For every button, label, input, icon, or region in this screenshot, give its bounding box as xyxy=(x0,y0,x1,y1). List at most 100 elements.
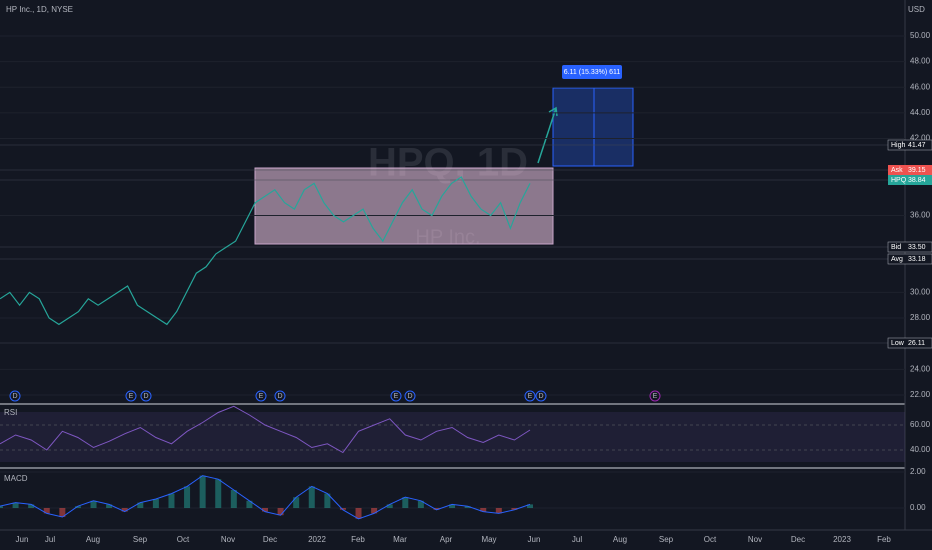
badge-bg xyxy=(887,253,932,265)
badge-bg xyxy=(887,139,932,151)
price-tick-label: 24.00 xyxy=(910,364,931,373)
event-icon xyxy=(255,390,267,402)
measure-badge xyxy=(562,65,622,79)
time-tick-label: Mar xyxy=(393,535,407,544)
badge-label: Bid xyxy=(891,244,901,251)
price-tick-label: 42.00 xyxy=(910,134,931,143)
event-label: D xyxy=(538,393,543,400)
macd-bar xyxy=(324,493,331,508)
event-label: E xyxy=(129,393,134,400)
badge-value: 39.15 xyxy=(908,167,926,174)
time-tick-label: 2022 xyxy=(308,535,326,544)
event-label: E xyxy=(394,393,399,400)
macd-bar xyxy=(184,486,191,508)
time-tick-label: Sep xyxy=(133,535,148,544)
macd-bar xyxy=(90,500,97,508)
rsi-line xyxy=(0,405,531,454)
event-icon xyxy=(140,390,152,402)
event-icon xyxy=(274,390,286,402)
badge-bg xyxy=(887,337,932,349)
event-label: E xyxy=(528,393,533,400)
macd-bar xyxy=(0,506,3,508)
event-label: D xyxy=(277,393,282,400)
event-label: D xyxy=(407,393,412,400)
badge-bg xyxy=(888,165,932,175)
time-tick-label: Oct xyxy=(177,535,190,544)
badge-label: Ask xyxy=(891,167,903,174)
price-tick-label: 22.00 xyxy=(910,390,931,399)
rsi-tick-label: 60.00 xyxy=(910,420,931,429)
macd-bar xyxy=(199,475,206,508)
time-tick-label: Aug xyxy=(613,535,627,544)
macd-bar xyxy=(355,508,362,519)
macd-bar xyxy=(12,502,19,508)
measure-label: 6.11 (15.33%) 611 xyxy=(564,69,621,76)
macd-bar xyxy=(43,508,50,514)
time-tick-label: 2023 xyxy=(833,535,851,544)
macd-tick-label: 0.00 xyxy=(910,503,926,512)
time-tick-label: Jul xyxy=(572,535,582,544)
event-label: D xyxy=(143,393,148,400)
event-icon xyxy=(535,390,547,402)
macd-bar xyxy=(293,497,300,508)
time-tick-label: Dec xyxy=(263,535,277,544)
time-tick-label: Oct xyxy=(704,535,717,544)
range-box xyxy=(254,167,554,245)
badge-label: Avg xyxy=(891,256,903,263)
event-label: E xyxy=(653,393,658,400)
price-tick-label: 44.00 xyxy=(910,108,931,117)
time-tick-label: Nov xyxy=(221,535,235,544)
badge-bg xyxy=(888,175,932,185)
macd-bar xyxy=(495,508,502,514)
macd-bar xyxy=(371,508,378,514)
badge-label: HPQ xyxy=(891,177,907,184)
badge-label: Low xyxy=(891,340,905,347)
macd-bar xyxy=(74,506,81,508)
badge-value: 38.84 xyxy=(908,177,926,184)
macd-bar xyxy=(277,508,284,516)
macd-bar xyxy=(59,508,66,517)
event-label: E xyxy=(259,393,264,400)
macd-bar xyxy=(121,508,128,512)
price-tick-label: 48.00 xyxy=(910,57,931,66)
badge-label: High xyxy=(891,142,906,149)
price-tick-label: 36.00 xyxy=(910,211,931,220)
time-tick-label: Jun xyxy=(16,535,29,544)
macd-bar xyxy=(511,508,518,510)
event-icon xyxy=(9,390,21,402)
macd-bar xyxy=(464,506,471,508)
rsi-label: RSI xyxy=(4,408,17,417)
macd-bar xyxy=(106,504,113,508)
event-icon xyxy=(125,390,137,402)
macd-label: MACD xyxy=(4,474,28,483)
macd-bar xyxy=(215,479,222,508)
badge-value: 41.47 xyxy=(908,142,926,149)
price-line xyxy=(0,176,531,326)
time-tick-label: Jun xyxy=(528,535,541,544)
measure-box xyxy=(552,87,634,167)
time-tick-label: Sep xyxy=(659,535,674,544)
macd-bar xyxy=(386,504,393,508)
time-tick-label: Apr xyxy=(440,535,453,544)
time-tick-label: Nov xyxy=(748,535,762,544)
macd-bar xyxy=(417,500,424,508)
macd-bar xyxy=(28,504,35,508)
event-icon xyxy=(390,390,402,402)
macd-bar xyxy=(433,508,440,510)
price-tick-label: 46.00 xyxy=(910,82,931,91)
time-tick-label: Feb xyxy=(877,535,891,544)
rsi-tick-label: 40.00 xyxy=(910,445,931,454)
macd-bar xyxy=(308,486,315,508)
symbol-title: HP Inc., 1D, NYSE xyxy=(6,5,73,14)
macd-bar xyxy=(339,508,346,510)
event-icon xyxy=(649,390,661,402)
event-icon xyxy=(404,390,416,402)
time-tick-label: Jul xyxy=(45,535,55,544)
event-icon xyxy=(524,390,536,402)
event-label: D xyxy=(12,393,17,400)
macd-bar xyxy=(230,490,237,508)
price-tick-label: 28.00 xyxy=(910,313,931,322)
time-tick-label: Dec xyxy=(791,535,805,544)
